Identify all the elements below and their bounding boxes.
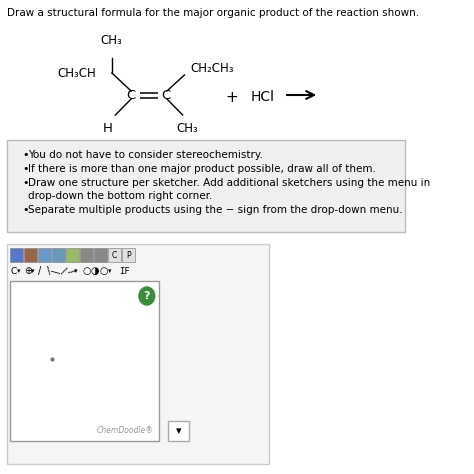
Text: C: C: [112, 250, 117, 259]
Bar: [10, 248, 23, 262]
Text: CH₂CH₃: CH₂CH₃: [191, 62, 234, 74]
Bar: [168, 421, 189, 441]
Text: ◑: ◑: [91, 266, 100, 276]
Text: /: /: [46, 266, 53, 276]
Text: C: C: [10, 266, 17, 275]
Text: HCl: HCl: [250, 90, 274, 104]
Text: ▾: ▾: [109, 268, 112, 274]
Text: ○: ○: [82, 266, 91, 276]
Text: ▾: ▾: [31, 268, 35, 274]
Bar: [10, 281, 159, 441]
Text: /: /: [59, 266, 67, 276]
Bar: [7, 244, 269, 464]
Text: Draw a structural formula for the major organic product of the reaction shown.: Draw a structural formula for the major …: [7, 8, 419, 18]
Text: ⊕: ⊕: [25, 266, 33, 276]
Text: ?: ?: [144, 291, 150, 301]
Text: CH₃: CH₃: [176, 122, 198, 135]
Bar: [122, 248, 135, 262]
Text: /: /: [53, 269, 63, 273]
Text: If there is more than one major product possible, draw all of them.: If there is more than one major product …: [28, 164, 376, 174]
Text: C: C: [162, 89, 171, 101]
Bar: [7, 140, 405, 232]
Text: ChemDoodle®: ChemDoodle®: [97, 426, 154, 435]
Text: Draw one structure per sketcher. Add additional sketchers using the menu in: Draw one structure per sketcher. Add add…: [28, 178, 430, 188]
Text: •: •: [23, 205, 29, 215]
Text: C: C: [126, 89, 136, 101]
Text: /: /: [38, 266, 42, 276]
Bar: [94, 248, 107, 262]
Text: ▾: ▾: [74, 268, 78, 274]
Text: •: •: [23, 150, 29, 160]
Text: ○: ○: [100, 266, 108, 276]
Text: •: •: [23, 164, 29, 174]
Bar: [81, 248, 92, 262]
Bar: [25, 248, 36, 262]
Text: Separate multiple products using the − sign from the drop-down menu.: Separate multiple products using the − s…: [28, 205, 402, 215]
Text: H: H: [102, 122, 112, 135]
Bar: [38, 248, 51, 262]
Text: CH₃CH: CH₃CH: [57, 66, 96, 80]
Text: •: •: [23, 178, 29, 188]
Bar: [109, 248, 120, 262]
Text: ▾: ▾: [17, 268, 20, 274]
Text: You do not have to consider stereochemistry.: You do not have to consider stereochemis…: [28, 150, 263, 160]
Text: IF: IF: [119, 266, 129, 275]
Bar: [66, 248, 79, 262]
Text: drop-down the bottom right corner.: drop-down the bottom right corner.: [28, 191, 212, 201]
Text: +: +: [225, 90, 238, 104]
Text: ▾: ▾: [175, 426, 181, 436]
Text: /: /: [66, 267, 77, 275]
Circle shape: [139, 287, 155, 305]
Text: P: P: [126, 250, 131, 259]
Text: CH₃: CH₃: [100, 34, 122, 47]
Bar: [53, 248, 64, 262]
